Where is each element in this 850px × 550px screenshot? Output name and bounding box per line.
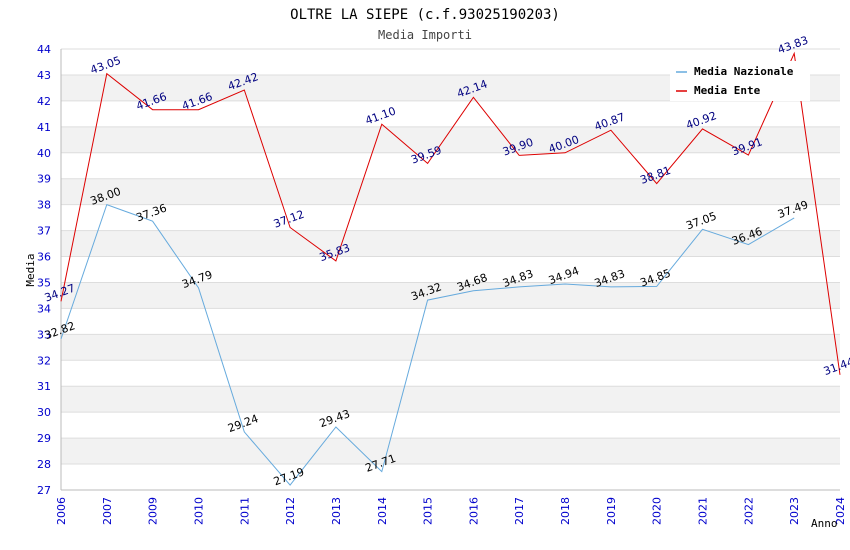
x-axis-label: Anno — [811, 517, 838, 530]
data-label-media-ente: 43.83 — [776, 34, 810, 57]
y-tick-label: 41 — [37, 121, 51, 134]
grid-lines — [61, 48, 840, 491]
x-tick-label: 2012 — [284, 497, 297, 525]
y-tick-label: 37 — [37, 225, 51, 238]
y-axis-label: Media — [24, 253, 37, 286]
data-label-media-nazionale: 29.24 — [226, 412, 260, 435]
data-label-media-ente: 43.05 — [89, 54, 123, 77]
y-tick-label: 30 — [37, 406, 51, 419]
x-tick-label: 2017 — [513, 497, 526, 525]
x-tick-label: 2024 — [834, 497, 847, 525]
x-tick-label: 2014 — [376, 497, 389, 525]
series-line-media-nazionale — [60, 203, 795, 486]
x-tick-label: 2020 — [651, 497, 664, 525]
y-tick-label: 38 — [37, 199, 51, 212]
y-tick-label: 42 — [37, 95, 51, 108]
x-tick-label: 2023 — [788, 497, 801, 525]
band-28 — [61, 438, 840, 465]
plot-background-bands — [61, 74, 840, 465]
series-line-media-ente — [60, 51, 841, 375]
x-tick-labels: 2006 2007 2009 2010 2011 2012 2013 2014 2015 2016… — [55, 497, 847, 525]
chart-title: OLTRE LA SIEPE (c.f.93025190203) — [290, 7, 560, 23]
y-tick-label: 32 — [37, 354, 51, 367]
y-tick-label: 36 — [37, 251, 51, 264]
x-tick-label: 2018 — [559, 497, 572, 525]
y-tick-label: 31 — [37, 380, 51, 393]
x-tick-label: 2021 — [697, 497, 710, 525]
x-tick-label: 2011 — [238, 497, 251, 525]
x-tick-label: 2007 — [101, 497, 114, 525]
x-tick-label: 2016 — [467, 497, 480, 525]
data-label-media-ente: 37.12 — [272, 208, 306, 231]
y-tick-label: 34 — [37, 302, 51, 315]
legend: Media Nazionale Media Ente — [670, 61, 810, 101]
band-36 — [61, 230, 840, 257]
data-labels: 32.8238.0037.3634.7929.2427.1929.4327.71… — [43, 34, 850, 489]
x-tick-label: 2006 — [55, 497, 68, 525]
x-tick-label: 2010 — [192, 497, 205, 525]
y-tick-label: 43 — [37, 69, 51, 82]
y-tick-label: 40 — [37, 147, 51, 160]
band-30 — [61, 386, 840, 413]
band-38 — [61, 178, 840, 205]
legend-label-nazionale: Media Nazionale — [694, 65, 794, 78]
y-tick-label: 27 — [37, 484, 51, 497]
y-tick-label: 39 — [37, 173, 51, 186]
series-lines — [60, 51, 841, 486]
x-tick-label: 2015 — [422, 497, 435, 525]
y-tick-label: 28 — [37, 458, 51, 471]
data-label-media-nazionale: 27.19 — [272, 465, 306, 488]
legend-label-ente: Media Ente — [694, 84, 761, 97]
x-tick-label: 2019 — [605, 497, 618, 525]
x-tick-label: 2009 — [147, 497, 160, 525]
y-tick-label: 35 — [37, 276, 51, 289]
legend-box — [670, 61, 810, 101]
band-32 — [61, 334, 840, 361]
y-tick-labels: 27 28 29 30 31 32 33 34 35 36 37 38 39 40 41 42 43 44 — [37, 43, 51, 497]
axes — [60, 49, 840, 491]
x-tick-label: 2013 — [330, 497, 343, 525]
y-tick-label: 33 — [37, 328, 51, 341]
x-tick-label: 2022 — [742, 497, 755, 525]
y-tick-label: 44 — [37, 43, 51, 56]
chart-subtitle: Media Importi — [378, 28, 472, 42]
data-label-media-nazionale: 37.05 — [684, 210, 718, 233]
data-label-media-ente: 41.10 — [364, 104, 398, 127]
y-tick-label: 29 — [37, 432, 51, 445]
